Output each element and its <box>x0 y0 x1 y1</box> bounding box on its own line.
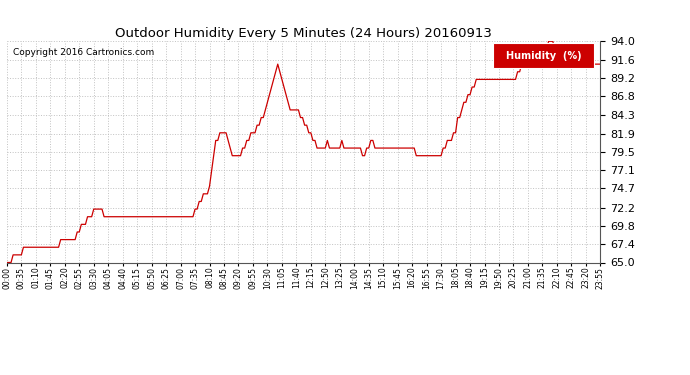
Text: Copyright 2016 Cartronics.com: Copyright 2016 Cartronics.com <box>13 48 154 57</box>
Title: Outdoor Humidity Every 5 Minutes (24 Hours) 20160913: Outdoor Humidity Every 5 Minutes (24 Hou… <box>115 27 492 40</box>
FancyBboxPatch shape <box>493 44 594 68</box>
Text: Humidity  (%): Humidity (%) <box>506 51 582 61</box>
